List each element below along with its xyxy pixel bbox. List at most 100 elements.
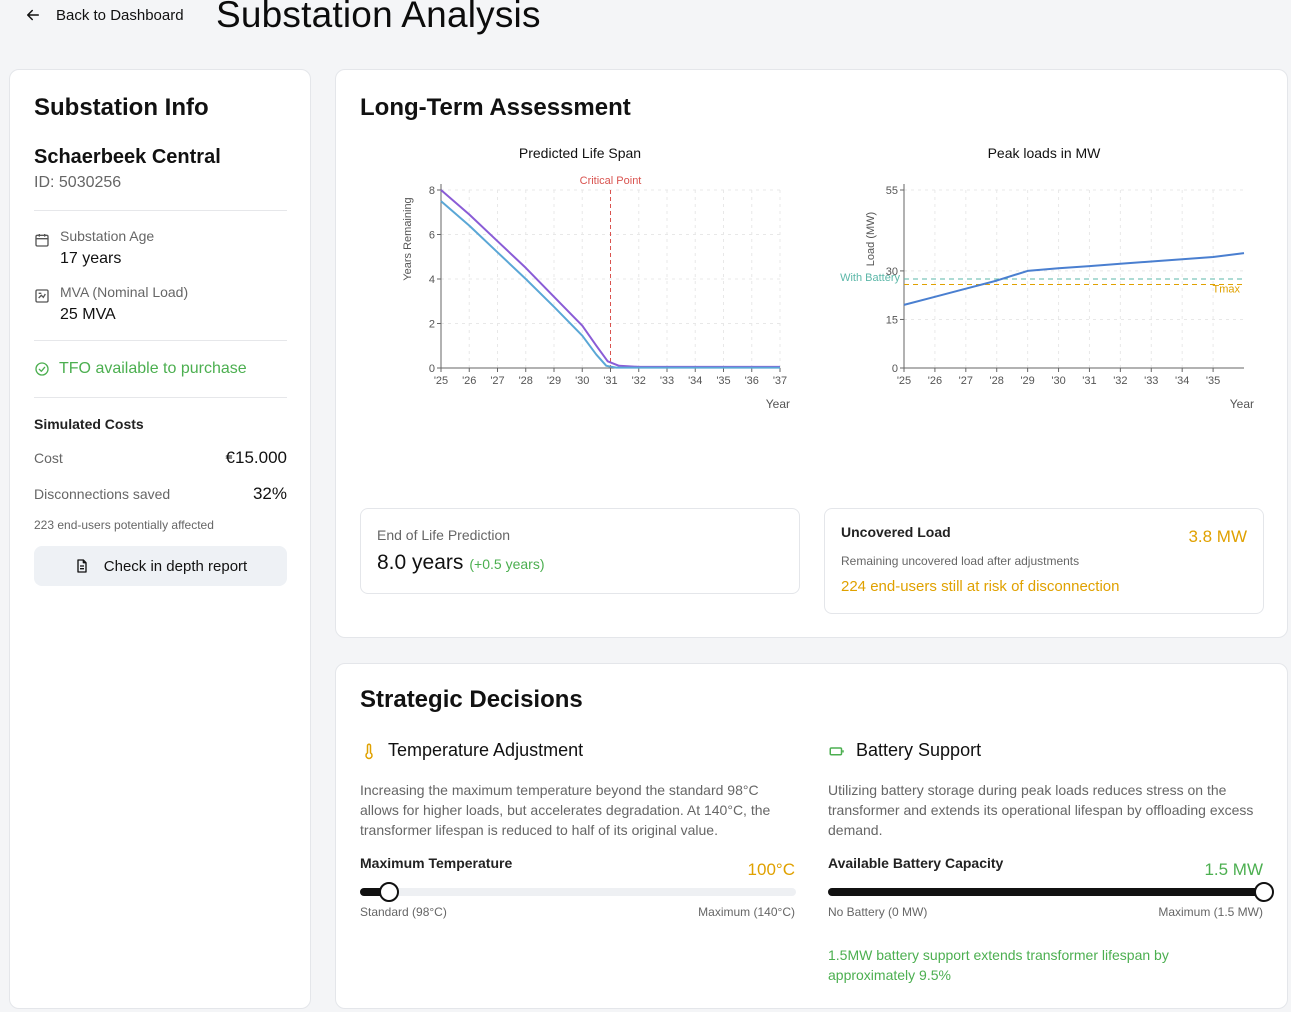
cost-label: Cost	[34, 450, 63, 466]
temperature-max-label: Maximum (140°C)	[698, 905, 795, 919]
divider	[34, 340, 287, 341]
simulated-costs-title: Simulated Costs	[34, 416, 144, 432]
x-tick-label: '27	[959, 375, 973, 387]
x-tick-label: '32	[632, 375, 646, 387]
substation-id: ID: 5030256	[34, 174, 122, 191]
x-axis-label: Year	[1230, 397, 1254, 411]
strategic-title: Strategic Decisions	[360, 686, 583, 713]
x-tick-label: '28	[990, 375, 1004, 387]
y-axis-label: Load (MW)	[865, 212, 877, 266]
temperature-slider[interactable]	[360, 882, 796, 902]
x-tick-label: '29	[1020, 375, 1034, 387]
x-tick-label: '34	[688, 375, 702, 387]
y-tick-label: 0	[892, 363, 898, 375]
x-axis-label: Year	[766, 397, 790, 411]
affected-users: 223 end-users potentially affected	[34, 518, 214, 532]
cost-row: Cost €15.000	[34, 448, 287, 468]
battery-title: Battery Support	[856, 740, 982, 760]
battery-min-label: No Battery (0 MW)	[828, 905, 928, 919]
substation-info-title: Substation Info	[34, 94, 209, 121]
substation-age: Substation Age 17 years	[34, 228, 154, 268]
y-tick-label: 15	[886, 314, 898, 326]
temperature-title: Temperature Adjustment	[388, 740, 584, 760]
battery-capacity-label: Available Battery Capacity	[828, 855, 1004, 871]
divider	[34, 397, 287, 398]
battery-capacity-value: 1.5 MW	[1204, 860, 1263, 879]
battery-note: 1.5MW battery support extends transforme…	[828, 947, 1169, 983]
life-span-chart-svg: Predicted Life Span 0 2 4 6 8 '25 '26 '27 '28 '29 '…	[402, 145, 790, 411]
top-bar: Back to Dashboard Substation Analysis	[0, 0, 1291, 60]
x-tick-label: '28	[519, 375, 533, 387]
battery-icon	[829, 746, 844, 755]
x-tick-label: '26	[928, 375, 942, 387]
x-tick-label: '34	[1175, 375, 1189, 387]
uncovered-value: 3.8 MW	[1188, 527, 1247, 546]
x-tick-label: '29	[547, 375, 561, 387]
check-circle-icon	[35, 362, 49, 376]
x-tick-label: '35	[716, 375, 730, 387]
uncovered-load-box: Uncovered Load 3.8 MW Remaining uncovere…	[824, 508, 1264, 614]
battery-header: Battery Support	[828, 740, 981, 761]
page-title: Substation Analysis	[216, 0, 541, 35]
threshold-label: Tmax	[1213, 284, 1241, 296]
life-span-chart: Predicted Life Span 0 2 4 6 8 '25 '26 '27 '28 '29 '…	[360, 140, 800, 420]
y-tick-label: 2	[429, 319, 435, 331]
temperature-min-label: Standard (98°C)	[360, 905, 447, 919]
back-label: Back to Dashboard	[56, 6, 184, 24]
back-to-dashboard-button[interactable]: Back to Dashboard	[24, 6, 184, 24]
check-report-label: Check in depth report	[103, 557, 248, 575]
x-tick-label: '36	[745, 375, 759, 387]
disconnections-label: Disconnections saved	[34, 486, 171, 502]
x-tick-label: '32	[1113, 375, 1127, 387]
peak-load-chart-svg: Peak loads in MW 0 15 30 55 '25 '26 '27 '28 '29 '3…	[840, 145, 1254, 411]
battery-description: Utilizing battery storage during peak lo…	[828, 782, 1254, 838]
x-tick-label: '37	[773, 375, 787, 387]
check-report-button[interactable]: Check in depth report	[34, 546, 287, 586]
peak-load-chart: Peak loads in MW 0 15 30 55 '25 '26 '27 '28 '29 '3…	[824, 140, 1264, 420]
temperature-slider-thumb[interactable]	[378, 882, 399, 902]
long-term-assessment-card: Long-Term Assessment Predicted Life Span…	[335, 69, 1288, 638]
calendar-icon	[35, 234, 49, 247]
battery-max-label: Maximum (1.5 MW)	[1158, 905, 1263, 919]
battery-slider-fill	[828, 888, 1264, 896]
substation-info-card: Substation Info Schaerbeek Central ID: 5…	[9, 69, 311, 1009]
x-tick-label: '31	[1082, 375, 1096, 387]
chart-title: Peak loads in MW	[988, 145, 1102, 161]
battery-slider[interactable]	[828, 882, 1274, 902]
chart-title: Predicted Life Span	[519, 145, 641, 161]
y-tick-label: 30	[886, 266, 898, 278]
uncovered-subtitle: Remaining uncovered load after adjustmen…	[841, 554, 1080, 568]
age-value: 17 years	[60, 250, 122, 267]
y-tick-label: 6	[429, 230, 435, 242]
cost-value: €15.000	[225, 448, 287, 467]
y-tick-label: 8	[429, 185, 435, 197]
series-line	[440, 189, 780, 368]
critical-point-label: Critical Point	[580, 175, 642, 187]
y-axis-label: Years Remaining	[402, 197, 414, 280]
y-tick-label: 55	[886, 185, 898, 197]
temperature-description: Increasing the maximum temperature beyon…	[360, 782, 771, 838]
end-of-life-box: End of Life Prediction 8.0 years (+0.5 ye…	[360, 508, 800, 594]
long-term-title: Long-Term Assessment	[360, 94, 631, 121]
x-tick-label: '33	[1144, 375, 1158, 387]
threshold-label: With Battery	[840, 272, 900, 284]
max-temperature-label: Maximum Temperature	[360, 855, 513, 871]
series-line	[440, 200, 780, 369]
x-tick-label: '25	[897, 375, 911, 387]
gauge-icon	[35, 289, 49, 303]
temperature-header: Temperature Adjustment	[360, 740, 583, 761]
x-tick-label: '26	[462, 375, 476, 387]
eol-delta: (+0.5 years)	[469, 556, 545, 572]
x-tick-label: '31	[603, 375, 617, 387]
x-tick-label: '30	[575, 375, 589, 387]
divider	[34, 210, 287, 211]
x-tick-label: '27	[490, 375, 504, 387]
series-line	[903, 252, 1245, 306]
battery-slider-thumb[interactable]	[1254, 882, 1274, 902]
tfo-status: TFO available to purchase	[34, 360, 247, 378]
tfo-status-text: TFO available to purchase	[59, 360, 247, 377]
age-label: Substation Age	[60, 228, 155, 244]
x-tick-label: '25	[434, 375, 448, 387]
uncovered-title: Uncovered Load	[841, 524, 951, 540]
x-tick-label: '30	[1051, 375, 1065, 387]
